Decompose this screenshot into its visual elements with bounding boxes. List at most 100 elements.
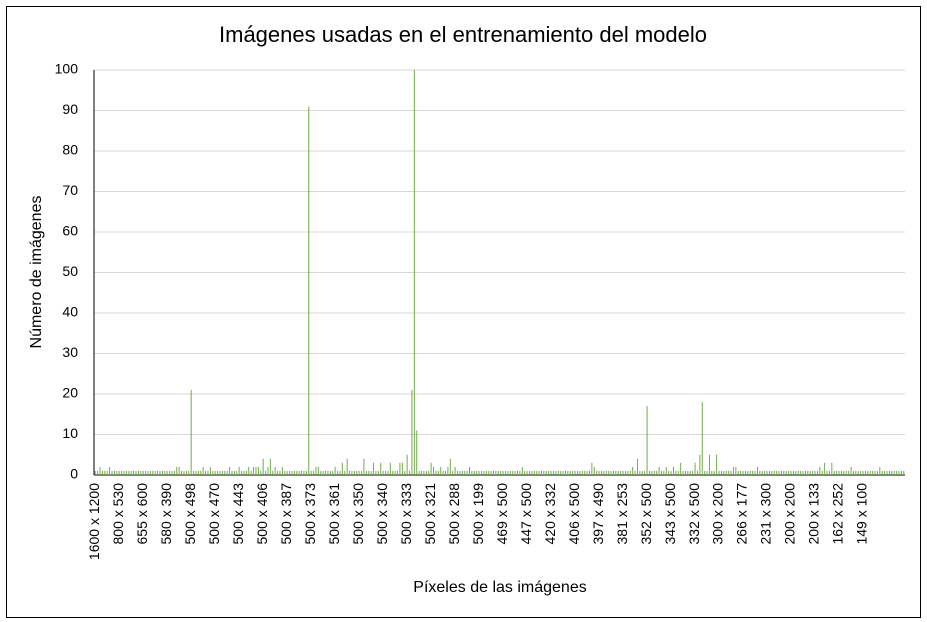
x-tick-label: 469 x 500	[494, 483, 510, 545]
bar	[884, 470, 886, 475]
bar	[284, 470, 286, 475]
bar	[502, 470, 504, 475]
bar	[682, 470, 684, 475]
bar	[624, 470, 626, 475]
bar	[874, 470, 876, 475]
bar	[893, 470, 895, 475]
bar	[416, 430, 418, 475]
bar	[896, 470, 898, 475]
x-tick-label: 447 x 500	[518, 483, 534, 545]
bar	[476, 470, 478, 475]
bar	[123, 470, 125, 475]
bar	[802, 470, 804, 475]
x-tick-label: 149 x 100	[854, 483, 870, 545]
bar	[656, 470, 658, 475]
bar	[193, 470, 195, 475]
bar	[471, 470, 473, 475]
bar	[166, 470, 168, 475]
bar	[161, 470, 163, 475]
bar	[317, 466, 319, 475]
bar	[430, 462, 432, 475]
bar	[286, 470, 288, 475]
bar	[121, 470, 123, 475]
y-tick-label: 70	[62, 182, 78, 198]
bar	[646, 406, 648, 475]
bar	[337, 470, 339, 475]
bar	[106, 470, 108, 475]
bar	[298, 470, 300, 475]
y-tick-label: 0	[70, 466, 78, 482]
bar	[140, 470, 142, 475]
x-tick-label: 300 x 200	[710, 483, 726, 545]
bar	[133, 470, 135, 475]
bar	[289, 470, 291, 475]
bar	[723, 470, 725, 475]
bar	[819, 466, 821, 475]
bar	[581, 470, 583, 475]
bar	[231, 470, 233, 475]
bar	[495, 470, 497, 475]
bar	[572, 470, 574, 475]
bar	[425, 470, 427, 475]
bar	[716, 454, 718, 475]
x-axis-title: Píxeles de las imágenes	[413, 579, 586, 596]
x-tick-label: 500 x 321	[422, 483, 438, 545]
bar	[848, 470, 850, 475]
bar	[279, 470, 281, 475]
bar	[869, 470, 871, 475]
bar	[219, 470, 221, 475]
bar	[265, 470, 267, 475]
bar	[509, 470, 511, 475]
bar	[452, 470, 454, 475]
bar	[852, 470, 854, 475]
bar	[500, 470, 502, 475]
bar	[457, 470, 459, 475]
bar	[809, 470, 811, 475]
bar	[185, 470, 187, 475]
bar	[149, 470, 151, 475]
bar	[761, 470, 763, 475]
bar	[449, 458, 451, 475]
bar	[814, 470, 816, 475]
bar	[485, 470, 487, 475]
bar	[658, 466, 660, 475]
bar	[574, 470, 576, 475]
bar	[346, 458, 348, 475]
bar	[862, 470, 864, 475]
bar	[612, 470, 614, 475]
bar	[94, 470, 96, 475]
bar	[169, 470, 171, 475]
x-tick-label: 231 x 300	[758, 483, 774, 545]
bar	[128, 470, 130, 475]
bar	[274, 466, 276, 475]
bar	[591, 462, 593, 475]
bar	[269, 458, 271, 475]
bar	[507, 470, 509, 475]
bar	[718, 470, 720, 475]
bar	[214, 470, 216, 475]
bar	[478, 470, 480, 475]
bar	[377, 470, 379, 475]
x-tick-label: 162 x 252	[830, 483, 846, 545]
bar	[692, 470, 694, 475]
bar	[454, 466, 456, 475]
bar	[867, 470, 869, 475]
bar	[130, 470, 132, 475]
bar	[281, 466, 283, 475]
x-tick-label: 500 x 288	[446, 483, 462, 545]
x-tick-label: 500 x 443	[230, 483, 246, 545]
bar	[615, 470, 617, 475]
bar	[533, 470, 535, 475]
bar	[305, 470, 307, 475]
bar	[358, 470, 360, 475]
bar	[644, 470, 646, 475]
bar	[466, 470, 468, 475]
bar	[236, 470, 238, 475]
bar	[708, 454, 710, 475]
bar	[687, 470, 689, 475]
bar	[433, 466, 435, 475]
bar	[704, 470, 706, 475]
bar	[665, 466, 667, 475]
bar	[250, 470, 252, 475]
bar	[447, 466, 449, 475]
